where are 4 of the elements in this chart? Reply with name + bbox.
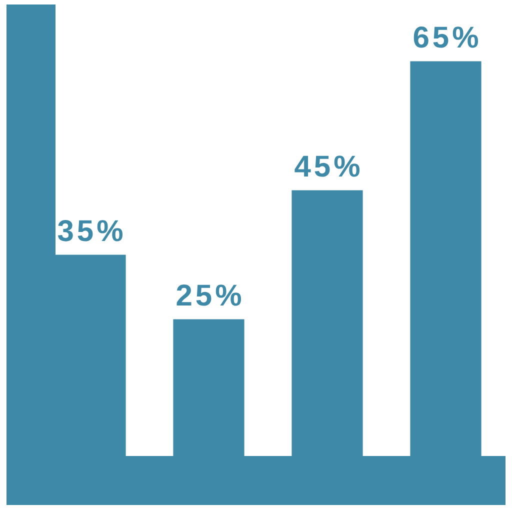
data-label: 25% xyxy=(176,279,245,312)
data-label: 45% xyxy=(294,150,364,184)
data-label: 65% xyxy=(412,21,482,54)
data-label: 35% xyxy=(57,214,126,248)
